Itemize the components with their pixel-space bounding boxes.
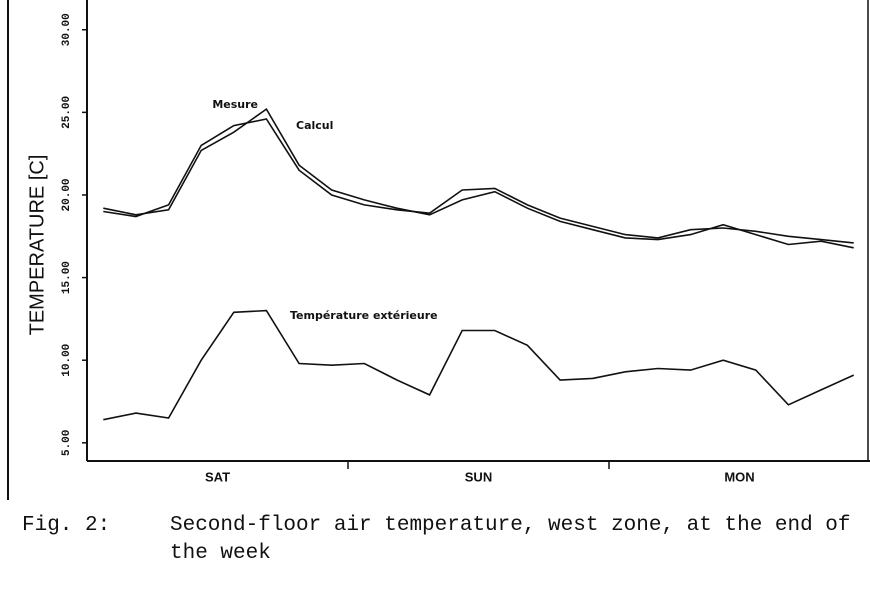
- caption: Fig. 2: Second-floor air temperature, we…: [22, 512, 862, 568]
- series-line: [103, 309, 855, 421]
- series-line: [103, 107, 854, 249]
- y-tick-label: 30.00: [61, 13, 73, 46]
- y-axis-label: TEMPERATURE [C]: [26, 155, 48, 336]
- caption-label: Fig. 2:: [22, 514, 111, 537]
- caption-text: Second-floor air temperature, west zone,…: [170, 514, 851, 565]
- y-tick-label: 5.00: [61, 430, 73, 456]
- y-tick-label: 10.00: [61, 344, 73, 377]
- y-tick-label: 15.00: [61, 261, 73, 294]
- series-line: [103, 118, 854, 244]
- series-label: Mesure: [212, 98, 258, 111]
- series-label: Calcul: [296, 119, 333, 132]
- y-tick-label: 20.00: [61, 178, 73, 211]
- x-tick-label: SUN: [465, 469, 492, 484]
- chart: TEMPERATURE [C] 5.00 10.00 15.00 20.00 25.00…: [7, 0, 870, 596]
- series-label: Température extérieure: [290, 309, 438, 322]
- y-tick-label: 25.00: [61, 96, 73, 129]
- x-tick-label: SAT: [205, 469, 230, 484]
- x-tick-label: MON: [724, 469, 754, 484]
